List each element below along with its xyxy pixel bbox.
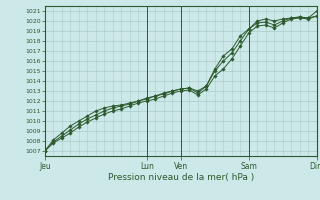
X-axis label: Pression niveau de la mer( hPa ): Pression niveau de la mer( hPa ) xyxy=(108,173,254,182)
